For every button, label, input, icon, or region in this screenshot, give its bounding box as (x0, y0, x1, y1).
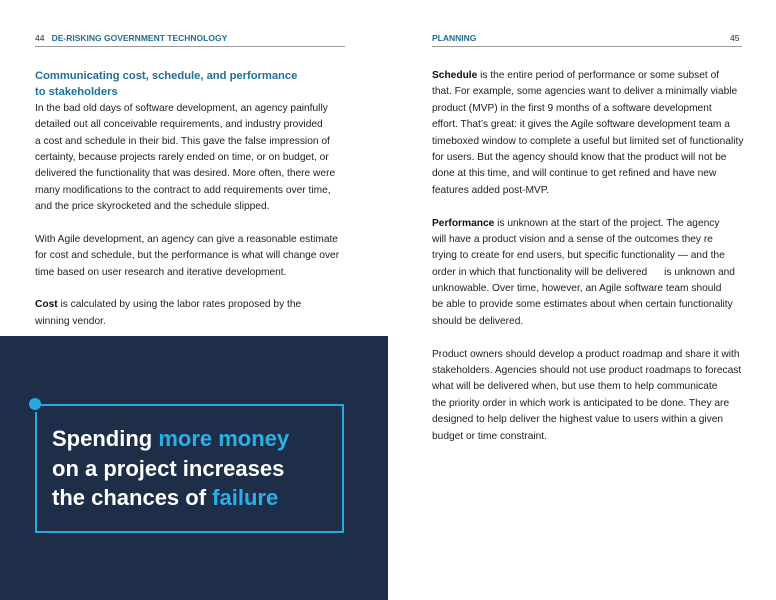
text: is unknown at the start of the project. … (494, 217, 720, 229)
body-line: and the price skyrocketed and the schedu… (35, 201, 270, 213)
body-line: effort. That’s great: it gives the Agile… (432, 119, 730, 131)
section-heading: Communicating cost, schedule, and perfor… (35, 70, 298, 82)
body-line: many modifications to the contract to ad… (35, 184, 331, 196)
body-line: time based on user research and iterativ… (35, 266, 287, 278)
bullet-dot-icon (29, 398, 41, 410)
header-rule (35, 46, 345, 47)
body-line: In the bad old days of software developm… (35, 102, 328, 114)
body-line: done at this time, and will continue to … (432, 168, 717, 180)
page-number: 45 (730, 33, 740, 43)
right-column: Schedule is the entire period of perform… (432, 68, 743, 445)
text: is the entire period of performance or s… (477, 70, 720, 81)
body-line: Performance is unknown at the start of t… (432, 216, 743, 232)
body-line: trying to create for end users, but spec… (432, 250, 725, 262)
pull-quote: Spending more money on a project increas… (52, 424, 289, 513)
body-line: designed to help deliver the highest val… (432, 414, 724, 426)
body-line: certainty, because projects rarely ended… (35, 151, 329, 163)
term: Performance (432, 217, 495, 229)
pull-quote-frame (35, 404, 344, 533)
body-line: Cost is calculated by using the labor ra… (35, 297, 339, 313)
body-line: for users. But the agency should know th… (432, 151, 727, 163)
pull-quote-panel (0, 336, 388, 600)
body-line: stakeholders. Agencies should not use pr… (432, 365, 742, 377)
left-column: Communicating cost, schedule, and perfor… (35, 68, 339, 330)
body-line: delivered the functionality that was des… (35, 168, 336, 180)
quote-highlight: more money (158, 426, 290, 451)
running-head-right: PLANNING (432, 33, 477, 43)
running-head-left: 44 DE-RISKING GOVERNMENT TECHNOLOGY (35, 33, 227, 43)
body-line: timeboxed window to complete a useful bu… (432, 135, 744, 147)
quote-highlight: failure (212, 485, 279, 510)
body-line: be able to provide some estimates about … (432, 299, 733, 311)
body-line: unknowable. Over time, however, an Agile… (432, 283, 722, 295)
body-line: Schedule is the entire period of perform… (432, 68, 743, 84)
quote-text: Spending (52, 426, 159, 451)
body-line: order in which that functionality will b… (432, 266, 735, 278)
page-number: 44 (35, 33, 45, 43)
body-line: winning vendor. (35, 315, 106, 327)
body-line: budget or time constraint. (432, 430, 547, 442)
body-line: what will be delivered when, but use the… (432, 381, 718, 393)
quote-text: on a project increases (52, 455, 285, 481)
body-line: the priority order in which work is anti… (432, 397, 730, 409)
body-line: features added post-MVP. (432, 184, 550, 196)
body-line: will have a product vision and a sense o… (432, 233, 713, 245)
body-line: that. For example, some agencies want to… (432, 86, 738, 98)
body-line: for cost and schedule, but the performan… (35, 250, 340, 262)
body-line: Product owners should develop a product … (432, 348, 740, 360)
body-line: detailed out all conceivable requirement… (35, 119, 323, 131)
section-heading: to stakeholders (35, 86, 118, 99)
quote-text: the chances of (52, 485, 213, 510)
header-rule (432, 46, 742, 47)
term: Cost (35, 299, 58, 311)
body-line: product (MVP) in the first 9 months of a… (432, 102, 712, 114)
body-line: With Agile development, an agency can gi… (35, 233, 338, 245)
term: Schedule (432, 70, 478, 81)
text: is calculated by using the labor rates p… (57, 299, 302, 311)
body-line: a cost and schedule in their bid. This g… (35, 135, 330, 147)
running-head-title: DE-RISKING GOVERNMENT TECHNOLOGY (51, 33, 228, 43)
body-line: should be delivered. (432, 315, 524, 327)
